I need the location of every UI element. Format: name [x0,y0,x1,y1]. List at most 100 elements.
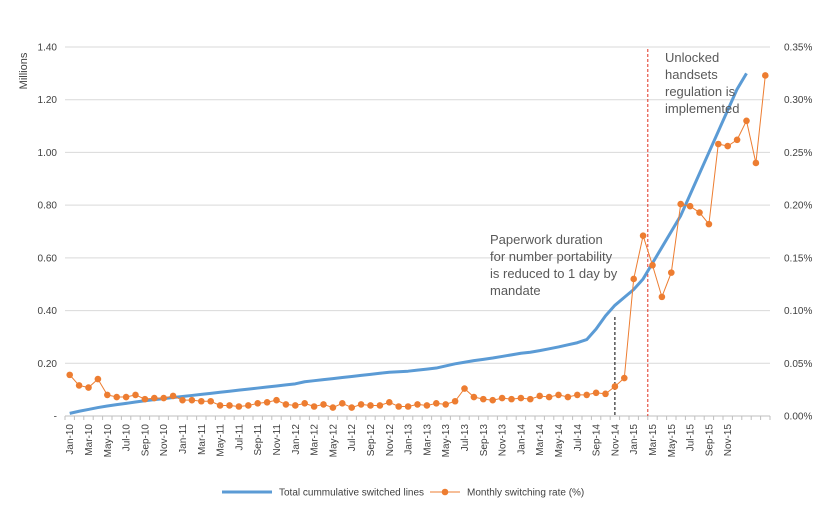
data-point-monthly-rate [104,391,111,399]
data-point-monthly-rate [75,382,83,389]
series-line-cumulative [69,72,748,415]
annotation-unlocked-line: handsets [665,67,718,82]
data-point-monthly-rate [639,232,647,240]
y-tick-label: 1.00 [38,148,58,159]
data-point-monthly-rate [94,375,102,383]
data-point-monthly-rate [583,391,590,399]
data-point-monthly-rate [273,396,280,404]
x-tick-label: Sep-10 [140,424,151,457]
annotation-unlocked-line: regulation is [665,84,736,99]
x-tick-label: Nov-14 [610,424,621,457]
x-tick-label: Jan-13 [404,424,415,455]
legend-swatch-marker-monthly-rate [441,488,449,496]
data-point-monthly-rate [752,159,760,167]
grid-layer [65,46,770,364]
data-point-monthly-rate [226,402,233,409]
x-tick-label: Jan-11 [178,424,189,454]
data-point-monthly-rate [404,403,412,410]
y2-tick-label: 0.10% [784,306,812,317]
y-tick-label: 0.80 [38,201,58,212]
data-point-monthly-rate [489,396,497,404]
data-point-monthly-rate [564,393,572,401]
data-point-monthly-rate [395,403,403,410]
data-point-monthly-rate [254,400,261,407]
annotation-paperwork-line: for number portability [490,249,613,264]
data-point-monthly-rate [245,402,252,409]
data-point-monthly-rate [686,202,694,210]
y2-tick-label: 0.30% [784,95,812,106]
data-point-monthly-rate [442,401,450,408]
y-tick-label: 1.20 [38,95,58,106]
x-tick-label: Nov-15 [723,424,734,457]
data-point-monthly-rate [282,401,290,408]
data-point-monthly-rate [423,402,431,409]
data-point-monthly-rate [470,393,478,401]
data-point-monthly-rate [320,401,327,408]
annotation-unlocked-line: implemented [665,101,739,116]
data-point-monthly-rate [216,402,224,409]
axes-layer: - 0.20 0.40 0.60 0.80 1.00 1.20 1.40 0.00% 0.05% 0… [18,43,812,458]
legend-label-cumulative: Total cummulative switched lines [279,488,424,499]
x-tick-label: Mar-13 [422,424,433,456]
data-point-monthly-rate [188,396,196,404]
data-point-monthly-rate [169,392,177,400]
annotation-layer: Paperwork duration for number portability… [490,50,739,298]
x-tick-label: Sep-11 [253,424,264,456]
data-point-monthly-rate [367,402,374,409]
x-tick-label: Mar-15 [648,424,659,456]
x-tick-label: Mar-11 [197,424,208,455]
annotation-unlocked-line: Unlocked [665,50,719,65]
data-point-monthly-rate [677,200,684,208]
data-point-monthly-rate [545,393,553,401]
y2-tick-label: 0.35% [784,43,812,54]
y-tick-label: - [54,412,57,423]
data-point-monthly-rate [574,391,581,399]
x-tick-label: Jul-13 [460,424,471,452]
y2-tick-label: 0.20% [784,201,812,212]
data-point-monthly-rate [658,293,666,301]
x-tick-label: Sep-15 [704,424,715,457]
x-tick-label: Jul-14 [573,424,584,452]
annotation-paperwork-line: Paperwork duration [490,232,603,247]
data-point-monthly-rate [705,220,713,228]
y2-tick-label: 0.05% [784,359,812,370]
data-point-monthly-rate [348,404,356,411]
data-point-monthly-rate [602,390,609,398]
x-tick-label: Jan-14 [516,424,527,455]
data-point-monthly-rate [536,392,543,400]
x-tick-label: May-11 [216,424,227,457]
x-tick-label: Sep-14 [592,424,603,457]
y-tick-label: 0.20 [38,359,58,370]
legend-label-monthly-rate: Monthly switching rate (%) [467,488,584,499]
data-point-monthly-rate [207,397,214,405]
x-tick-label: Jul-12 [347,424,358,452]
x-tick-label: Sep-12 [366,424,377,457]
x-tick-label: Jan-12 [291,424,302,455]
data-point-monthly-rate [715,140,722,148]
series-layer [66,72,769,415]
data-point-monthly-rate [179,396,186,404]
x-tick-label: Sep-13 [479,424,490,457]
y2-tick-label: 0.00% [784,412,812,423]
data-point-monthly-rate [508,395,515,403]
data-point-monthly-rate [263,398,271,406]
y-tick-label: 0.60 [38,253,58,264]
data-point-monthly-rate [292,402,299,409]
data-point-monthly-rate [235,403,243,410]
data-point-monthly-rate [122,393,130,401]
x-tick-label: Jan-15 [629,424,640,455]
data-point-monthly-rate [198,397,205,405]
y2-tick-label: 0.25% [784,148,812,159]
data-point-monthly-rate [649,261,656,269]
data-point-monthly-rate [498,394,506,402]
data-point-monthly-rate [762,72,769,79]
data-point-monthly-rate [160,394,167,402]
data-point-monthly-rate [527,395,534,403]
data-point-monthly-rate [621,374,628,382]
x-tick-label: May-10 [103,424,114,458]
data-point-monthly-rate [555,391,562,399]
annotation-paperwork-line: mandate [490,283,541,298]
y-tick-label: 1.40 [38,43,58,54]
data-point-monthly-rate [517,394,525,402]
